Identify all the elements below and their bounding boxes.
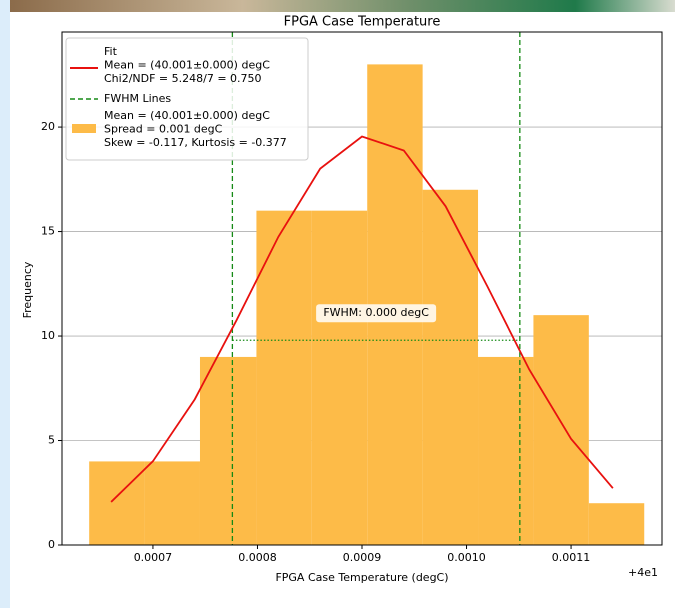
y-tick-label: 0	[48, 538, 55, 551]
y-tick-label: 10	[41, 329, 55, 342]
legend-label: Spread = 0.001 degC	[104, 123, 223, 136]
bar	[533, 315, 589, 545]
x-tick-label: 0.0011	[552, 551, 591, 564]
fit-curve	[110, 135, 614, 503]
bar	[311, 210, 368, 545]
legend-label: Mean = (40.001±0.000) degC	[104, 59, 270, 72]
bar	[144, 461, 200, 545]
y-tick-label: 15	[41, 225, 55, 238]
legend-label: Mean = (40.001±0.000) degC	[104, 109, 270, 122]
legend-label: Fit	[104, 45, 118, 58]
bar	[478, 356, 534, 545]
bar	[89, 461, 145, 545]
top-strip	[10, 0, 675, 12]
legend-label: Skew = -0.117, Kurtosis = -0.377	[104, 136, 287, 149]
bar	[422, 189, 479, 545]
x-tick-label: 0.0008	[238, 551, 277, 564]
x-offset-label: +4e1	[628, 566, 658, 579]
axes-frame	[61, 31, 663, 546]
annotation: FWHM: 0.000 degC	[323, 306, 429, 319]
bar	[256, 210, 312, 545]
x-tick-label: 0.0010	[447, 551, 486, 564]
x-tick-label: 0.0009	[343, 551, 382, 564]
x-tick-label: 0.0007	[134, 551, 173, 564]
bar	[588, 503, 645, 545]
y-tick-label: 5	[48, 434, 55, 447]
chart-title: FPGA Case Temperature	[284, 15, 441, 30]
x-axis-label: FPGA Case Temperature (degC)	[275, 571, 448, 584]
y-tick-label: 20	[41, 120, 55, 133]
legend-label: FWHM Lines	[104, 92, 171, 105]
legend-swatch	[72, 124, 96, 133]
annotation-box	[316, 304, 437, 323]
plot-area: 0 5 10 15 20 0.0007 0.0008 0.0009 0.0010 0.0011 FW…	[41, 31, 663, 564]
legend-label: Chi2/NDF = 5.248/7 = 0.750	[104, 72, 262, 85]
y-axis-label: Frequency	[21, 261, 34, 318]
legend-box	[65, 37, 309, 161]
bar	[199, 356, 257, 545]
